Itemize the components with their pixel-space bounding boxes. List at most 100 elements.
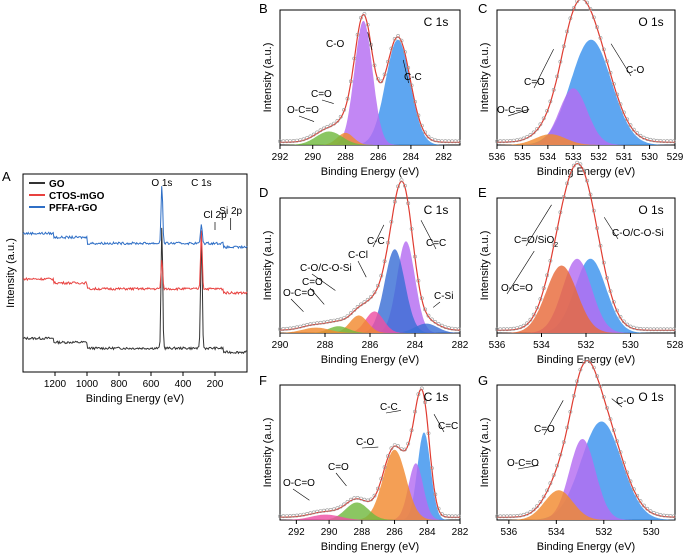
panel-letter: D	[259, 185, 268, 200]
raw-data-point	[352, 56, 357, 61]
raw-data-point	[409, 83, 414, 88]
x-axis-label: Binding Energy (eV)	[537, 354, 635, 366]
component-c-cl	[280, 311, 460, 333]
raw-data-point	[429, 466, 434, 471]
leader-line	[372, 224, 385, 248]
raw-data-point	[389, 46, 394, 51]
raw-data-point	[598, 384, 603, 389]
panel-C: 536 535 534 533 532 531 530 529 Binding Energy (…	[478, 0, 684, 178]
raw-data-point	[305, 322, 309, 327]
raw-data-point	[618, 102, 623, 107]
raw-data-point	[305, 136, 309, 140]
leader-line	[385, 410, 401, 414]
raw-data-point	[426, 134, 431, 139]
raw-data-point	[419, 386, 424, 391]
raw-data-point	[301, 137, 306, 142]
raw-data-point	[318, 128, 323, 133]
raw-data-point	[625, 470, 630, 475]
x-axis-label: Binding Energy (eV)	[537, 541, 635, 553]
raw-data-point	[399, 178, 404, 183]
raw-data-point	[521, 512, 526, 517]
raw-data-point	[571, 6, 576, 10]
component-c-c	[280, 39, 460, 146]
annotation-c1s: C 1s	[191, 178, 212, 189]
y-axis-label: Intensity (a.u.)	[479, 418, 491, 488]
raw-data-point	[342, 502, 347, 507]
raw-data-point	[335, 506, 340, 511]
raw-data-point	[641, 135, 646, 140]
raw-data-point	[406, 66, 411, 70]
raw-data-point	[406, 441, 411, 446]
raw-data-point	[416, 113, 421, 118]
raw-data-point	[369, 497, 374, 502]
legend-label: CTOS-mGO	[49, 191, 105, 202]
raw-data-point	[436, 322, 441, 326]
y-axis-label: Intensity (a.u.)	[262, 231, 274, 301]
component-o-c-o	[280, 131, 460, 145]
peak-label: O-C=O	[283, 478, 315, 489]
panel-B: 292 290 288 286 284 282 Binding Energy (eV) Int…	[259, 1, 461, 178]
raw-data-point	[621, 110, 626, 115]
tick-label: 532	[595, 527, 612, 538]
panel-letter: A	[2, 169, 11, 184]
raw-data-point	[423, 400, 428, 405]
raw-data-point	[359, 15, 363, 20]
raw-data-point	[571, 393, 576, 398]
raw-data-point	[311, 132, 316, 137]
raw-data-point	[308, 511, 313, 516]
leader-line	[433, 414, 445, 433]
panel-F: 292 290 288 286 284 282 Binding Energy (eV) Int…	[259, 373, 469, 553]
survey-line-ctos-mgo	[22, 230, 248, 295]
raw-data-point	[535, 126, 540, 131]
raw-data-point	[551, 88, 556, 92]
raw-data-point	[558, 210, 563, 215]
raw-data-point	[389, 446, 394, 451]
raw-data-point	[362, 497, 367, 502]
peak-label: C=O	[534, 424, 555, 435]
raw-data-point	[565, 181, 570, 186]
raw-data-point	[521, 323, 526, 328]
panel-letter: F	[259, 373, 267, 388]
raw-data-point	[548, 99, 553, 104]
tick-label: 282	[435, 152, 452, 163]
tick-label: 284	[419, 527, 436, 538]
y-axis-label: Intensity (a.u.)	[479, 43, 491, 113]
leader-line	[357, 260, 367, 278]
raw-data-point	[615, 439, 620, 444]
component-c-o	[280, 502, 460, 520]
panel-letter: G	[478, 373, 488, 388]
raw-data-point	[308, 134, 313, 139]
raw-data-point	[396, 184, 401, 189]
raw-data-point	[443, 325, 448, 330]
leader-line	[525, 204, 552, 247]
fit-envelope	[280, 13, 460, 143]
tick-label: 288	[337, 152, 354, 163]
raw-data-point	[518, 137, 523, 142]
raw-data-point	[655, 512, 660, 517]
raw-data-point	[433, 319, 438, 324]
raw-data-point	[359, 496, 363, 501]
legend-label: PFFA-rGO	[49, 203, 98, 214]
component-c-o	[280, 20, 460, 145]
raw-data-point	[631, 325, 636, 330]
raw-data-point	[379, 476, 384, 481]
peak-label: C=C	[426, 238, 446, 249]
raw-data-point	[545, 488, 550, 493]
tick-label: 286	[386, 527, 403, 538]
leader-line	[533, 49, 554, 89]
tick-label: 532	[590, 152, 607, 163]
peak-label: O-C=O	[287, 105, 319, 116]
raw-data-point	[595, 25, 600, 30]
raw-data-point	[541, 286, 546, 291]
x-axis-label: Binding Energy (eV)	[537, 166, 635, 178]
peak-label: C-O	[626, 65, 645, 76]
peak-label: O-C=O	[283, 288, 315, 299]
raw-data-point	[372, 290, 377, 295]
raw-data-point	[545, 109, 550, 113]
raw-data-point	[332, 121, 336, 126]
peak-label: C-Si	[434, 291, 453, 302]
raw-data-point	[315, 130, 320, 135]
survey-line-pffa-rgo	[22, 186, 248, 250]
leader-line	[506, 250, 535, 295]
raw-data-point	[608, 70, 613, 75]
